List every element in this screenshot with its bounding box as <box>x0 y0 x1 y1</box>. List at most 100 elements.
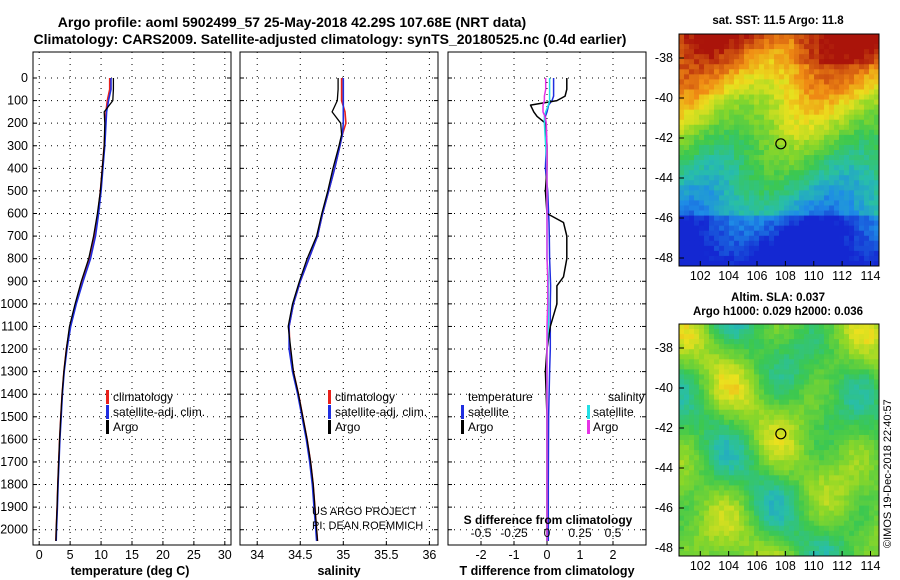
sst-cell <box>754 235 760 242</box>
sst-cell <box>834 175 840 181</box>
sst-cell <box>684 34 690 40</box>
sla-cell <box>834 329 840 335</box>
sla-cell <box>744 500 750 506</box>
sst-cell <box>859 240 865 247</box>
sst-cell <box>849 160 855 166</box>
sla-cell <box>779 500 785 506</box>
sla-cell <box>849 354 855 360</box>
sst-cell <box>719 255 725 262</box>
sla-cell <box>734 359 740 365</box>
sla-cell <box>679 550 685 557</box>
sst-cell <box>749 235 755 242</box>
sla-cell <box>699 324 705 330</box>
lon-tick-label: 108 <box>775 559 796 573</box>
sst-cell <box>874 205 880 211</box>
sla-cell <box>819 480 825 486</box>
sla-cell <box>754 450 760 456</box>
sla-cell <box>869 414 875 421</box>
sla-cell <box>709 419 715 426</box>
sla-cell <box>839 364 845 370</box>
sst-cell <box>704 109 710 116</box>
sst-cell <box>714 155 720 161</box>
sla-cell <box>734 515 740 522</box>
sst-cell <box>784 210 790 216</box>
lat-tick-label: -42 <box>655 131 673 145</box>
sla-cell <box>789 550 795 557</box>
legend-t-argo-swatch <box>461 420 464 434</box>
sst-cell <box>874 49 880 55</box>
sla-cell <box>699 349 705 355</box>
sla-cell <box>834 440 840 446</box>
sst-cell <box>834 74 840 80</box>
sla-cell <box>829 470 835 476</box>
sla-cell <box>824 364 830 370</box>
sst-cell <box>824 260 830 267</box>
sst-cell <box>819 160 825 166</box>
sla-cell <box>779 434 785 441</box>
sla-cell <box>844 450 850 456</box>
sst-cell <box>694 170 700 176</box>
sst-cell <box>769 200 775 206</box>
sst-cell <box>699 99 705 106</box>
sst-cell <box>764 165 770 171</box>
sla-cell <box>819 505 825 512</box>
sla-cell <box>754 349 760 355</box>
sst-cell <box>874 119 880 126</box>
sst-cell <box>754 99 760 106</box>
sst-cell <box>759 225 765 232</box>
title-line-2: Climatology: CARS2009. Satellite-adjuste… <box>34 31 627 47</box>
sla-cell <box>719 470 725 476</box>
sla-cell <box>739 389 745 396</box>
sla-cell <box>739 495 745 501</box>
sst-cell <box>874 64 880 70</box>
sst-cell <box>829 200 835 206</box>
sla-cell <box>759 515 765 522</box>
sla-cell <box>709 369 715 375</box>
sla-cell <box>744 419 750 426</box>
sla-cell <box>789 399 795 406</box>
sla-cell <box>844 359 850 365</box>
sst-cell <box>709 220 715 227</box>
sla-cell <box>829 424 835 431</box>
sla-cell <box>809 419 815 426</box>
sst-cell <box>719 144 725 151</box>
sst-cell <box>854 205 860 211</box>
sst-cell <box>739 39 745 45</box>
sla-cell <box>684 500 690 506</box>
sst-cell <box>704 255 710 262</box>
sla-cell <box>709 445 715 451</box>
sst-cell <box>789 79 795 85</box>
sla-cell <box>789 434 795 441</box>
sla-cell <box>784 485 790 491</box>
sla-cell <box>834 550 840 557</box>
sla-cell <box>749 334 755 340</box>
sla-cell <box>834 394 840 401</box>
legend-s-argo-label: Argo <box>593 420 619 434</box>
sst-cell <box>799 109 805 116</box>
sst-cell <box>864 220 870 227</box>
sla-cell <box>679 419 685 426</box>
sst-cell <box>699 104 705 111</box>
sla-cell <box>874 354 880 360</box>
sst-cell <box>699 84 705 90</box>
sla-cell <box>834 369 840 375</box>
sst-cell <box>799 129 805 136</box>
sla-cell <box>824 434 830 441</box>
sst-cell <box>734 49 740 55</box>
sst-cell <box>769 94 775 100</box>
sla-cell <box>854 485 860 491</box>
sst-cell <box>749 124 755 131</box>
sla-cell <box>714 394 720 401</box>
sla-cell <box>794 369 800 375</box>
sla-cell <box>769 485 775 491</box>
sst-cell <box>734 230 740 237</box>
difference-xlabel: T difference from climatology <box>459 564 634 578</box>
sst-cell <box>754 150 760 156</box>
sla-cell <box>684 455 690 461</box>
sla-cell <box>689 520 695 527</box>
sla-cell <box>864 510 870 517</box>
sla-cell <box>729 344 735 350</box>
depth-tick-label: 800 <box>7 252 28 266</box>
sla-cell <box>844 475 850 481</box>
sla-cell <box>689 354 695 360</box>
